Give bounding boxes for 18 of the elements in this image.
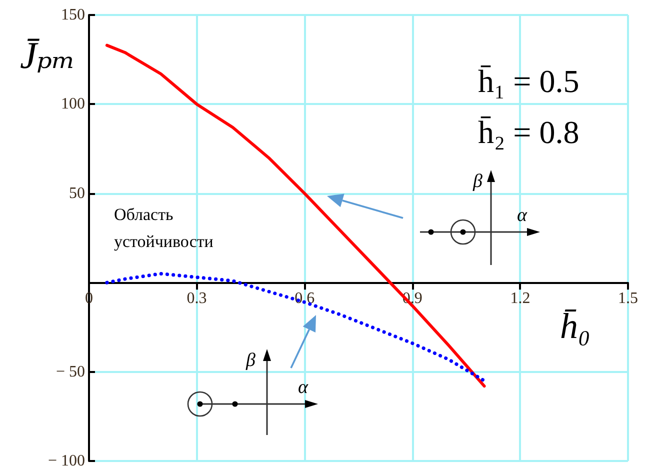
x-tick-label: 1.5 <box>618 290 638 308</box>
annotation: α <box>298 377 309 398</box>
annotation: Область устойчивости <box>114 205 214 251</box>
line-series <box>105 272 486 382</box>
y-tick-label: 100 <box>61 96 85 113</box>
annotation: β <box>245 350 256 371</box>
annotation: h̄₁ = 0.5 <box>478 63 580 99</box>
y-tick-label: − 50 <box>56 363 85 380</box>
x-tick-label: 0.3 <box>186 290 207 308</box>
annotation: α <box>517 205 528 226</box>
y-axis-title: J̄ₚₘ <box>20 35 76 77</box>
y-tick-label: 150 <box>61 6 85 24</box>
y-tick-label: − 100 <box>48 452 85 470</box>
x-axis-title: h̄₀ <box>560 306 591 346</box>
annotation: h̄₂ = 0.8 <box>478 114 580 150</box>
x-tick-label: 1.2 <box>510 290 530 308</box>
y-tick-label: 50 <box>69 184 85 202</box>
annotation: β <box>472 171 483 192</box>
